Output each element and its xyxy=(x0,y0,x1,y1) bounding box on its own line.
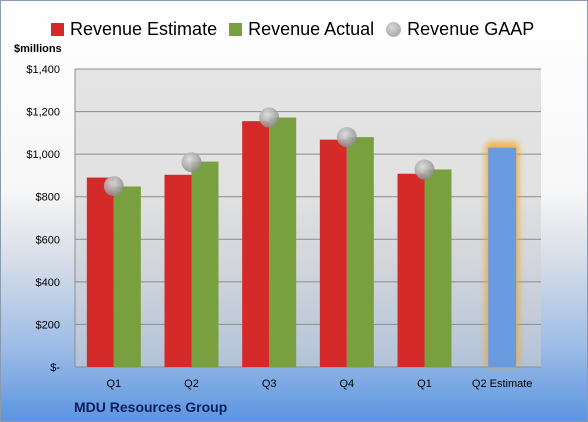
point-gaap xyxy=(181,152,202,173)
bar-actual xyxy=(346,137,374,367)
legend-swatch-gaap xyxy=(386,21,402,37)
point-gaap xyxy=(414,159,435,180)
x-tick-label: Q3 xyxy=(262,378,277,390)
x-tick-label: Q1 xyxy=(106,378,121,390)
x-tick-label: Q2 xyxy=(184,378,199,390)
bar-estimate xyxy=(242,121,270,368)
bar-actual xyxy=(269,117,297,367)
point-gaap xyxy=(336,127,357,148)
legend-item-actual: Revenue Actual xyxy=(229,19,374,40)
y-tick-label: $1,000 xyxy=(26,149,60,161)
bar-actual xyxy=(424,169,452,367)
legend-label-actual: Revenue Actual xyxy=(248,18,375,39)
x-tick-label: Q2 Estimate xyxy=(472,378,533,390)
y-tick-label: $800 xyxy=(36,192,60,204)
y-tick-label: $1,400 xyxy=(26,64,60,76)
point-gaap xyxy=(259,107,280,128)
y-tick-label: $200 xyxy=(36,319,60,331)
legend-swatch-estimate xyxy=(51,22,64,36)
legend-label-estimate: Revenue Estimate xyxy=(70,18,218,39)
legend-swatch-actual xyxy=(229,22,243,36)
bar-estimate xyxy=(397,173,425,367)
legend-item-gaap: Revenue GAAP xyxy=(386,19,534,40)
y-axis-unit: $millions xyxy=(14,43,62,55)
legend-item-estimate: Revenue Estimate xyxy=(51,19,217,40)
bar-projected xyxy=(488,147,517,367)
y-tick-label: $600 xyxy=(36,234,60,246)
bar-actual xyxy=(113,186,141,367)
company-name: MDU Resources Group xyxy=(74,399,228,415)
y-tick-label: $400 xyxy=(36,277,60,289)
x-tick-label: Q4 xyxy=(339,378,354,390)
point-gaap xyxy=(103,176,124,197)
x-tick-label: Q1 xyxy=(417,378,432,390)
bar-actual xyxy=(191,161,219,367)
plot-area xyxy=(75,69,541,367)
y-tick-label: $1,200 xyxy=(26,107,60,119)
legend: Revenue Estimate Revenue Actual Revenue … xyxy=(51,17,546,41)
bar-estimate xyxy=(319,139,347,367)
legend-label-gaap: Revenue GAAP xyxy=(407,18,535,39)
bar-estimate xyxy=(86,177,114,367)
bar-estimate xyxy=(164,174,192,367)
y-tick-label: $- xyxy=(50,362,60,374)
